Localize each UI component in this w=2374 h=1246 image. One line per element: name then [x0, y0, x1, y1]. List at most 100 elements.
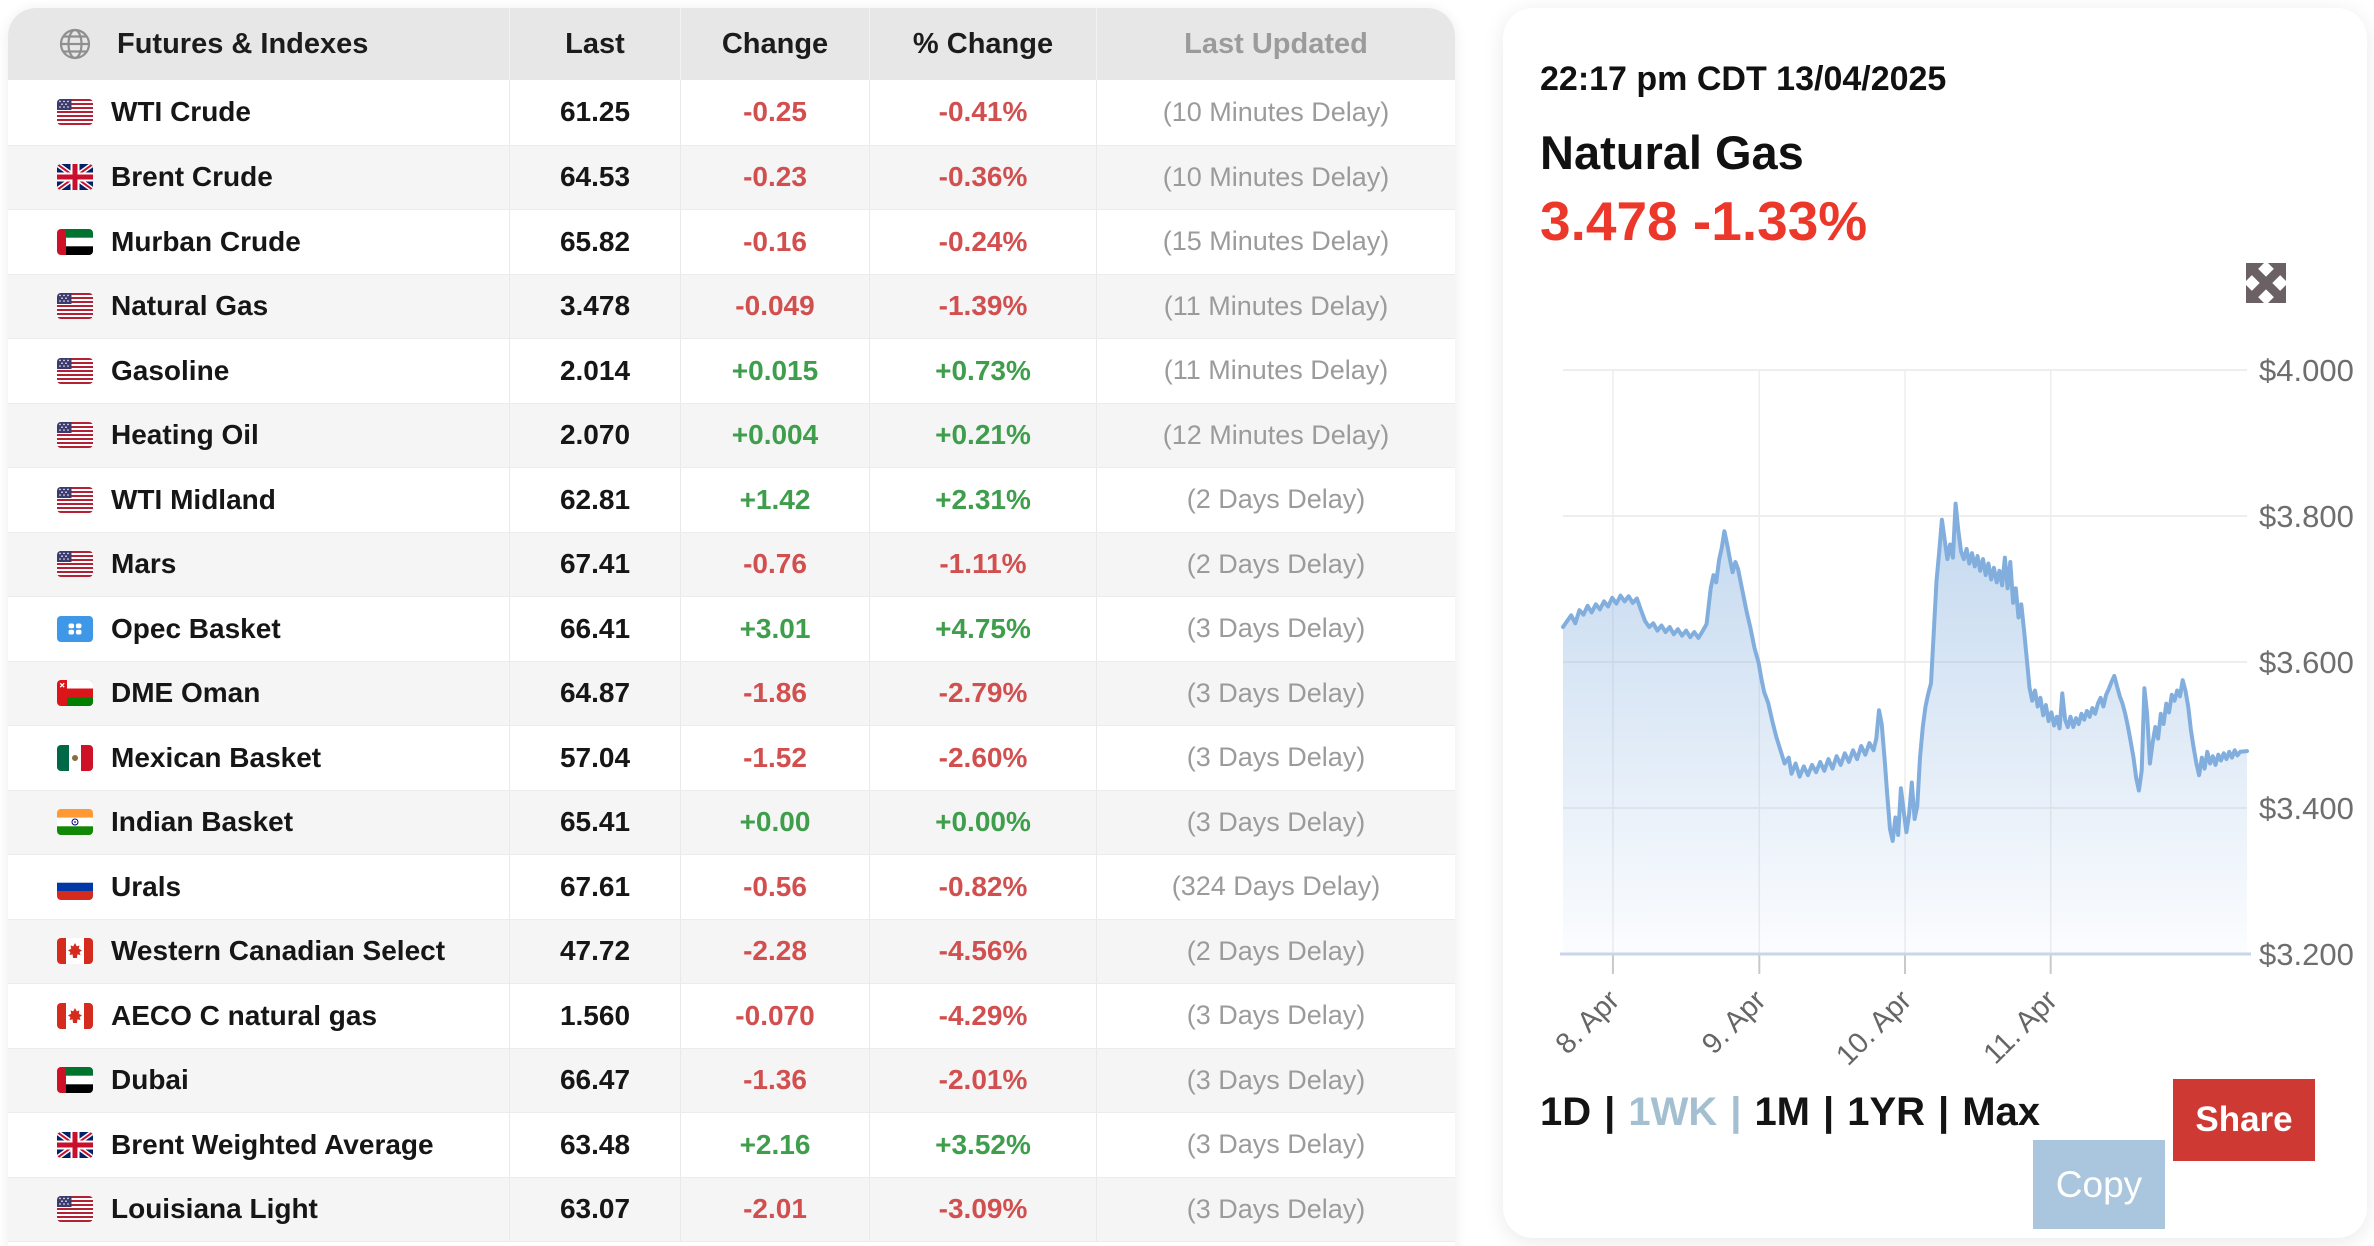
table-header: Futures & Indexes Last Change % Change L…	[8, 8, 1455, 80]
us-flag-icon	[57, 99, 93, 126]
instrument-name: DME Oman	[111, 677, 261, 709]
quote-price: 3.478 -1.33%	[1540, 189, 1867, 253]
instrument-name: Urals	[111, 870, 182, 902]
om-flag-icon	[57, 680, 93, 707]
table-row[interactable]: WTI Midland 62.81 +1.42 +2.31% (2 Days D…	[8, 467, 1455, 532]
change-value: -0.76	[680, 532, 869, 596]
table-row[interactable]: DME Oman 64.87 -1.86 -2.79% (3 Days Dela…	[8, 660, 1455, 725]
table-row[interactable]: Brent Weighted Average 63.48 +2.16 +3.52…	[8, 1112, 1455, 1177]
us-flag-icon	[57, 486, 93, 513]
table-row[interactable]: Western Canadian Select 47.72 -2.28 -4.5…	[8, 918, 1455, 983]
last-value: 47.72	[509, 919, 680, 983]
last-updated-value: (2 Days Delay)	[1096, 919, 1455, 983]
last-updated-value: (12 Minutes Delay)	[1096, 403, 1455, 467]
instrument-name: WTI Crude	[111, 96, 251, 128]
change-value: -0.23	[680, 145, 869, 209]
pct-change-value: -1.11%	[869, 532, 1096, 596]
last-updated-value: (10 Minutes Delay)	[1096, 80, 1455, 145]
quote-panel: 22:17 pm CDT 13/04/2025 Natural Gas 3.47…	[1503, 8, 2367, 1238]
expand-arrows-icon[interactable]	[2238, 256, 2294, 312]
table-row[interactable]: Opec Basket 66.41 +3.01 +4.75% (3 Days D…	[8, 596, 1455, 661]
header-change: Change	[680, 8, 869, 80]
instrument-name: Heating Oil	[111, 419, 259, 451]
last-value: 66.47	[509, 1048, 680, 1112]
instrument-name: Western Canadian Select	[111, 935, 446, 967]
range-selector: 1D | 1WK | 1M | 1YR | Max	[1540, 1090, 2040, 1135]
instrument-name: WTI Midland	[111, 483, 276, 515]
change-value: +0.00	[680, 790, 869, 854]
pct-change-value: -0.36%	[869, 145, 1096, 209]
last-updated-value: (3 Days Delay)	[1096, 1177, 1455, 1241]
copy-button[interactable]: Copy	[2033, 1140, 2165, 1229]
last-value: 62.81	[509, 468, 680, 532]
mx-flag-icon	[57, 744, 93, 771]
last-value: 67.41	[509, 532, 680, 596]
last-value: 57.04	[509, 726, 680, 790]
table-row[interactable]: Dubai 66.47 -1.36 -2.01% (3 Days Delay)	[8, 1047, 1455, 1112]
change-value: -0.56	[680, 855, 869, 919]
change-value: -0.25	[680, 80, 869, 145]
svg-text:11. Apr: 11. Apr	[1978, 984, 2064, 1070]
svg-text:8. Apr: 8. Apr	[1550, 984, 1626, 1060]
instrument-name: Dubai	[111, 1064, 189, 1096]
ca-flag-icon	[57, 938, 93, 965]
header-instrument: Futures & Indexes	[8, 8, 509, 80]
share-button[interactable]: Share	[2173, 1079, 2315, 1161]
futures-table-panel: Futures & Indexes Last Change % Change L…	[8, 8, 1455, 1246]
table-title: Futures & Indexes	[117, 27, 369, 60]
last-updated-value: (15 Minutes Delay)	[1096, 210, 1455, 274]
table-row[interactable]: Mars 67.41 -0.76 -1.11% (2 Days Delay)	[8, 531, 1455, 596]
last-updated-value: (3 Days Delay)	[1096, 726, 1455, 790]
range-separator: |	[1604, 1090, 1616, 1134]
last-value: 67.61	[509, 855, 680, 919]
table-row[interactable]: Natural Gas 3.478 -0.049 -1.39% (11 Minu…	[8, 273, 1455, 338]
table-body: WTI Crude 61.25 -0.25 -0.41% (10 Minutes…	[8, 80, 1455, 1246]
pct-change-value: +0.21%	[869, 403, 1096, 467]
range-1wk[interactable]: 1WK	[1628, 1090, 1718, 1134]
us-flag-icon	[57, 1196, 93, 1223]
range-1d[interactable]: 1D	[1540, 1090, 1592, 1134]
instrument-name: Natural Gas	[111, 290, 269, 322]
table-row[interactable]: AECO C natural gas 1.560 -0.070 -4.29% (…	[8, 983, 1455, 1048]
table-row[interactable]: Brent Crude 64.53 -0.23 -0.36% (10 Minut…	[8, 144, 1455, 209]
pct-change-value: +0.00%	[869, 790, 1096, 854]
table-row[interactable]: Urals 67.61 -0.56 -0.82% (324 Days Delay…	[8, 854, 1455, 919]
instrument-name: Brent Weighted Average	[111, 1128, 434, 1160]
price-chart[interactable]: $4.000 $3.800 $3.600 $3.400 $3.200 8. Apr 9. A…	[1503, 340, 2367, 1084]
table-row[interactable]: WTI Crude 61.25 -0.25 -0.41% (10 Minutes…	[8, 80, 1455, 145]
range-1yr[interactable]: 1YR	[1847, 1090, 1926, 1134]
header-last-updated: Last Updated	[1096, 8, 1455, 80]
change-value: -1.36	[680, 1048, 869, 1112]
table-row[interactable]: Mexican Basket 57.04 -1.52 -2.60% (3 Day…	[8, 725, 1455, 790]
last-updated-value: (3 Days Delay)	[1096, 1113, 1455, 1177]
quote-title: Natural Gas	[1540, 126, 1804, 179]
table-row[interactable]: Murban Crude 65.82 -0.16 -0.24% (15 Minu…	[8, 209, 1455, 274]
last-updated-value: (3 Days Delay)	[1096, 790, 1455, 854]
last-updated-value: (3 Days Delay)	[1096, 1048, 1455, 1112]
table-row[interactable]: Indian Basket 65.41 +0.00 +0.00% (3 Days…	[8, 789, 1455, 854]
table-row[interactable]: Gasoline 2.014 +0.015 +0.73% (11 Minutes…	[8, 338, 1455, 403]
last-updated-value: (2 Days Delay)	[1096, 532, 1455, 596]
pct-change-value: -2.79%	[869, 661, 1096, 725]
change-value: -2.01	[680, 1177, 869, 1241]
last-updated-value: (3 Days Delay)	[1096, 597, 1455, 661]
table-row[interactable]: Heating Oil 2.070 +0.004 +0.21% (12 Minu…	[8, 402, 1455, 467]
change-value: +0.015	[680, 339, 869, 403]
range-separator: |	[1938, 1090, 1950, 1134]
last-updated-value: (324 Days Delay)	[1096, 855, 1455, 919]
range-1m[interactable]: 1M	[1754, 1090, 1811, 1134]
table-row[interactable]: Louisiana Light 63.07 -2.01 -3.09% (3 Da…	[8, 1176, 1455, 1241]
last-value: 2.070	[509, 403, 680, 467]
pct-change-value: -0.24%	[869, 210, 1096, 274]
svg-text:$3.400: $3.400	[2259, 791, 2354, 826]
range-max[interactable]: Max	[1962, 1090, 2041, 1134]
last-value: 1.560	[509, 984, 680, 1048]
change-value: -1.52	[680, 726, 869, 790]
change-value: -1.86	[680, 661, 869, 725]
last-updated-value: (3 Days Delay)	[1096, 984, 1455, 1048]
svg-text:$3.600: $3.600	[2259, 645, 2354, 680]
last-updated-value: (11 Minutes Delay)	[1096, 274, 1455, 338]
us-flag-icon	[57, 293, 93, 320]
last-updated-value: (11 Minutes Delay)	[1096, 339, 1455, 403]
pct-change-value: +3.52%	[869, 1113, 1096, 1177]
